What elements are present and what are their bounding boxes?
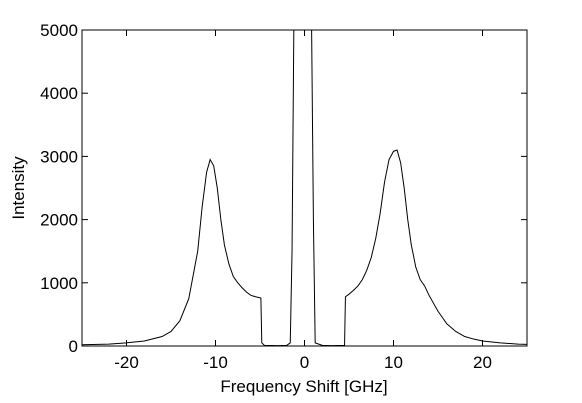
x-tick-label: 0 — [300, 353, 309, 372]
x-tick-label: 10 — [384, 353, 403, 372]
y-tick-label: 2000 — [40, 211, 78, 230]
line-series — [82, 30, 527, 346]
y-tick-label: 0 — [69, 337, 78, 356]
y-axis-label: Intensity — [9, 156, 28, 220]
y-tick-label: 5000 — [40, 21, 78, 40]
x-tick-label: -20 — [114, 353, 139, 372]
y-tick-label: 3000 — [40, 147, 78, 166]
plot-frame — [81, 29, 528, 347]
y-tick-label: 4000 — [40, 84, 78, 103]
x-tick-label: 20 — [473, 353, 492, 372]
y-tick-label: 1000 — [40, 274, 78, 293]
x-tick-label: -10 — [203, 353, 228, 372]
x-axis-label: Frequency Shift [GHz] — [220, 377, 387, 396]
